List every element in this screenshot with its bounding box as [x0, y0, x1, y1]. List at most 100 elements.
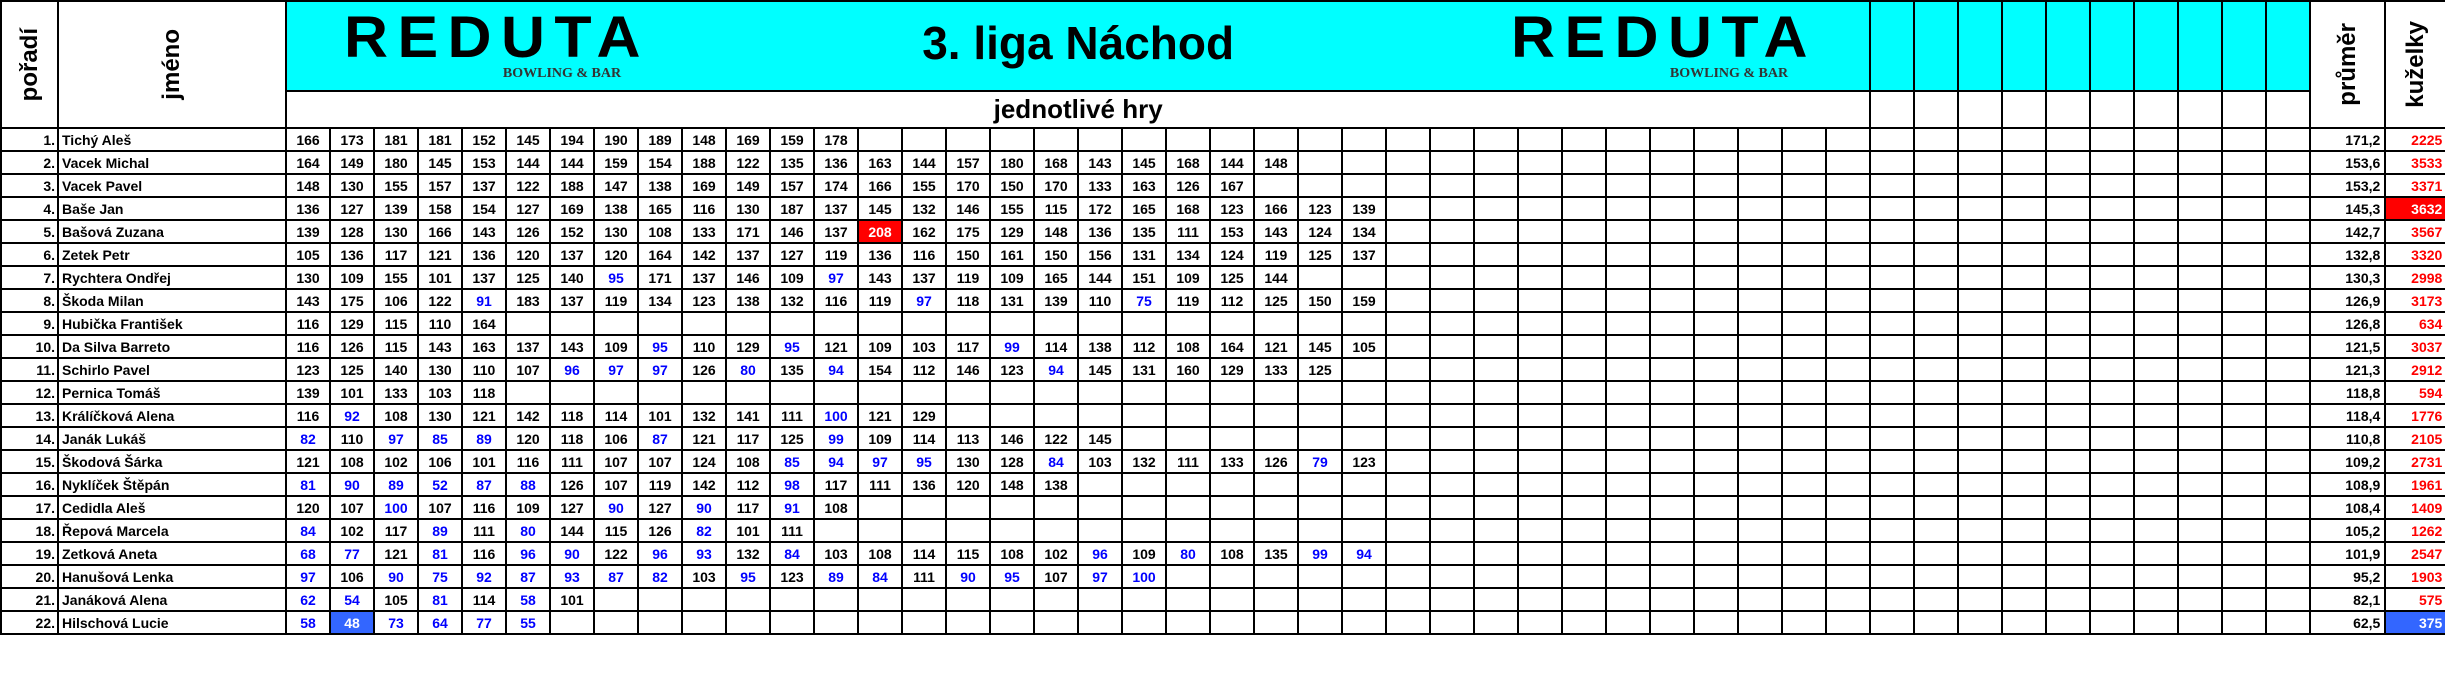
empty-cell: [2133, 472, 2180, 497]
game-score: 85: [769, 449, 815, 474]
empty-cell: [1517, 311, 1563, 336]
header-cell: [2221, 0, 2268, 92]
empty-cell: [1737, 265, 1783, 290]
game-score: 127: [329, 196, 375, 221]
empty-cell: [945, 495, 991, 520]
game-score: 148: [1253, 150, 1299, 175]
empty-cell: [1209, 495, 1255, 520]
game-score: 133: [1077, 173, 1123, 198]
game-score: 171: [637, 265, 683, 290]
pins-cell: 2912: [2384, 357, 2445, 382]
game-score: 175: [329, 288, 375, 313]
empty-cell: [1693, 403, 1739, 428]
game-score: 111: [549, 449, 595, 474]
game-score: 87: [461, 472, 507, 497]
empty-cell: [1824, 150, 1872, 175]
game-score: 119: [813, 242, 859, 267]
empty-cell: [2177, 127, 2224, 152]
game-score: 169: [681, 173, 727, 198]
empty-cell: [1737, 334, 1783, 359]
empty-cell: [1121, 587, 1167, 612]
empty-cell: [1737, 472, 1783, 497]
game-score: 146: [945, 196, 991, 221]
empty-cell: [1869, 403, 1916, 428]
average-cell: 121,5: [2309, 334, 2387, 359]
rank-cell: 20.: [0, 564, 59, 589]
empty-cell: [1693, 564, 1739, 589]
empty-cell: [1429, 196, 1475, 221]
game-score: 105: [373, 587, 419, 612]
empty-cell: [1957, 265, 2004, 290]
average-cell: 82,1: [2309, 587, 2387, 612]
game-score: 106: [593, 426, 639, 451]
empty-cell: [1737, 541, 1783, 566]
empty-cell: [593, 587, 639, 612]
empty-cell: [2221, 288, 2268, 313]
empty-cell: [1517, 357, 1563, 382]
empty-cell: [1957, 357, 2004, 382]
game-score: 55: [505, 610, 551, 635]
empty-cell: [2045, 518, 2092, 543]
empty-cell: [1957, 587, 2004, 612]
empty-cell: [2045, 127, 2092, 152]
empty-cell: [857, 495, 903, 520]
empty-cell: [1913, 173, 1960, 198]
name-header-label: jméno: [158, 29, 185, 100]
game-score: 144: [505, 150, 551, 175]
empty-cell: [1517, 288, 1563, 313]
game-score: 58: [285, 610, 331, 635]
game-score: 101: [417, 265, 463, 290]
game-score: 79: [1297, 449, 1343, 474]
empty-cell: [1824, 518, 1872, 543]
game-score: 121: [417, 242, 463, 267]
empty-cell: [1824, 495, 1872, 520]
empty-cell: [2089, 311, 2136, 336]
game-score: 133: [1209, 449, 1255, 474]
logo-subtext: BOWLING & BAR: [502, 66, 622, 81]
game-score: 126: [681, 357, 727, 382]
empty-cell: [2001, 472, 2048, 497]
empty-cell: [1209, 472, 1255, 497]
empty-cell: [1605, 288, 1651, 313]
empty-cell: [1737, 127, 1783, 152]
game-score: 141: [725, 403, 771, 428]
empty-cell: [945, 403, 991, 428]
game-score: 142: [681, 472, 727, 497]
game-score: 161: [989, 242, 1035, 267]
empty-cell: [1649, 403, 1695, 428]
game-score: 117: [813, 472, 859, 497]
header-cell: [2089, 90, 2136, 129]
game-score: 80: [505, 518, 551, 543]
game-score: 170: [945, 173, 991, 198]
game-score: 109: [1121, 541, 1167, 566]
game-score: 131: [1121, 242, 1167, 267]
game-score: 80: [725, 357, 771, 382]
player-name: Hilschová Lucie: [57, 610, 287, 635]
game-score: 120: [505, 426, 551, 451]
game-score: 148: [681, 127, 727, 152]
pins-cell: 2998: [2384, 265, 2445, 290]
game-score: 90: [593, 495, 639, 520]
empty-cell: [1077, 380, 1123, 405]
empty-cell: [1517, 196, 1563, 221]
game-score: 116: [285, 403, 331, 428]
empty-cell: [1957, 380, 2004, 405]
empty-cell: [1077, 403, 1123, 428]
empty-cell: [2221, 127, 2268, 152]
empty-cell: [2265, 242, 2312, 267]
empty-cell: [1781, 380, 1827, 405]
game-score: 84: [285, 518, 331, 543]
empty-cell: [2001, 334, 2048, 359]
game-score: 130: [373, 219, 419, 244]
empty-cell: [1385, 564, 1431, 589]
rank-cell: 12.: [0, 380, 59, 405]
game-score: 121: [813, 334, 859, 359]
empty-cell: [2001, 610, 2048, 635]
game-score: 194: [549, 127, 595, 152]
game-score: 168: [1033, 150, 1079, 175]
rank-cell: 21.: [0, 587, 59, 612]
empty-cell: [989, 518, 1035, 543]
game-score: 157: [769, 173, 815, 198]
game-score: 82: [637, 564, 683, 589]
empty-cell: [2045, 150, 2092, 175]
